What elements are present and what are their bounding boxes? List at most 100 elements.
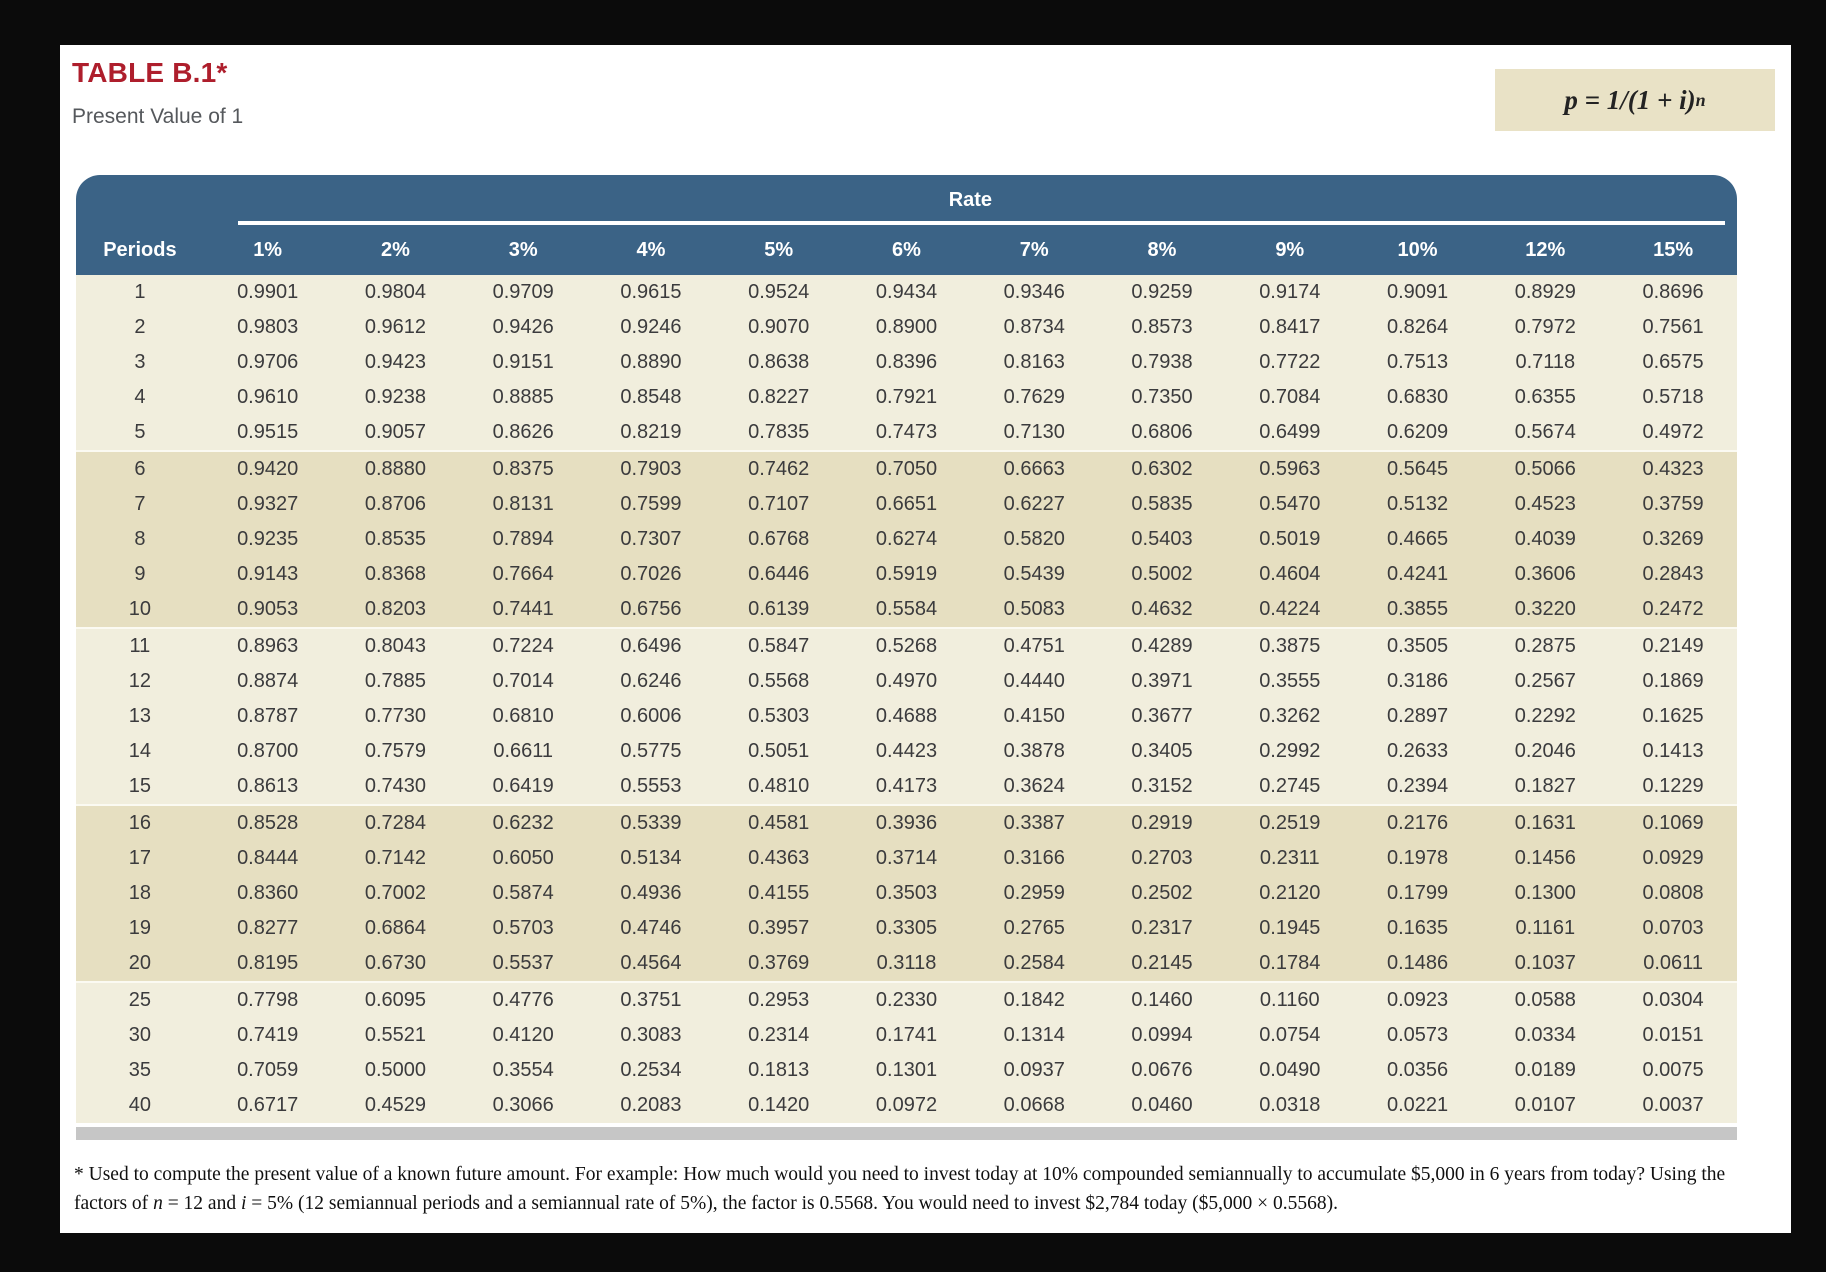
table-row: 1 0.9901 0.9804 0.9709 0.9615 0.9524 0.9434 0.9… bbox=[76, 275, 1737, 310]
factor-cell: 0.7629 bbox=[970, 380, 1099, 415]
table-row: 15 0.8613 0.7430 0.6419 0.5553 0.4810 0.4173 0.… bbox=[76, 769, 1737, 805]
factor-cell: 0.4604 bbox=[1225, 557, 1354, 592]
factor-cell: 0.9515 bbox=[203, 415, 332, 451]
rate-group-label: Rate bbox=[948, 189, 993, 211]
factor-cell: 0.8368 bbox=[331, 557, 460, 592]
factor-cell: 0.7350 bbox=[1098, 380, 1226, 415]
factor-cell: 0.8929 bbox=[1481, 275, 1610, 310]
rate-column-header: 7% bbox=[970, 225, 1099, 275]
factor-cell: 0.8360 bbox=[203, 876, 332, 911]
factor-cell: 0.7130 bbox=[970, 415, 1099, 451]
factor-cell: 0.3714 bbox=[842, 841, 971, 876]
table-row: 17 0.8444 0.7142 0.6050 0.5134 0.4363 0.3714 0.… bbox=[76, 841, 1737, 876]
factor-cell: 0.3554 bbox=[459, 1053, 588, 1088]
factor-cell: 0.1037 bbox=[1481, 946, 1610, 982]
factor-cell: 0.6768 bbox=[714, 522, 843, 557]
factor-cell: 0.2314 bbox=[714, 1018, 843, 1053]
factor-cell: 0.8227 bbox=[714, 380, 843, 415]
factor-cell: 0.8548 bbox=[587, 380, 715, 415]
factor-cell: 0.2843 bbox=[1609, 557, 1737, 592]
factor-cell: 0.2633 bbox=[1353, 734, 1482, 769]
factor-cell: 0.1161 bbox=[1481, 911, 1610, 946]
factor-cell: 0.2046 bbox=[1481, 734, 1610, 769]
table-row: 14 0.8700 0.7579 0.6611 0.5775 0.5051 0.4423 0.… bbox=[76, 734, 1737, 769]
factor-cell: 0.6227 bbox=[970, 487, 1099, 522]
factor-cell: 0.6651 bbox=[842, 487, 971, 522]
factor-cell: 0.9426 bbox=[459, 310, 588, 345]
factor-cell: 0.0318 bbox=[1225, 1088, 1354, 1123]
factor-cell: 0.9151 bbox=[459, 345, 588, 380]
rate-column-header: 5% bbox=[714, 225, 843, 275]
factor-cell: 0.4751 bbox=[970, 627, 1099, 664]
factor-cell: 0.6419 bbox=[459, 769, 588, 805]
factor-cell: 0.9709 bbox=[459, 275, 588, 310]
factor-cell: 0.9420 bbox=[203, 450, 332, 487]
factor-cell: 0.8700 bbox=[203, 734, 332, 769]
factor-cell: 0.2992 bbox=[1225, 734, 1354, 769]
rate-column-header: 12% bbox=[1481, 225, 1610, 275]
factor-cell: 0.9612 bbox=[331, 310, 460, 345]
factor-cell: 0.4323 bbox=[1609, 450, 1737, 487]
period-cell: 5 bbox=[76, 415, 204, 451]
factor-cell: 0.0929 bbox=[1609, 841, 1737, 876]
factor-cell: 0.9174 bbox=[1225, 275, 1354, 310]
table-row: 35 0.7059 0.5000 0.3554 0.2534 0.1813 0.1301 0.… bbox=[76, 1053, 1737, 1088]
factor-cell: 0.5521 bbox=[331, 1018, 460, 1053]
factor-cell: 0.2534 bbox=[587, 1053, 715, 1088]
factor-cell: 0.2292 bbox=[1481, 699, 1610, 734]
factor-cell: 0.1301 bbox=[842, 1053, 971, 1088]
factor-cell: 0.7307 bbox=[587, 522, 715, 557]
factor-cell: 0.1160 bbox=[1225, 981, 1354, 1018]
factor-cell: 0.4363 bbox=[714, 841, 843, 876]
present-value-formula: p = 1/(1 + i) n bbox=[1495, 69, 1775, 131]
page-header: TABLE B.1* Present Value of 1 p = 1/(1 +… bbox=[72, 57, 1777, 167]
factor-cell: 0.2765 bbox=[970, 911, 1099, 946]
factor-cell: 0.3083 bbox=[587, 1018, 715, 1053]
factor-cell: 0.7014 bbox=[459, 664, 588, 699]
factor-cell: 0.5874 bbox=[459, 876, 588, 911]
factor-cell: 0.4972 bbox=[1609, 415, 1737, 451]
factor-cell: 0.5645 bbox=[1353, 450, 1482, 487]
factor-cell: 0.3624 bbox=[970, 769, 1099, 805]
factor-cell: 0.4776 bbox=[459, 981, 588, 1018]
factor-cell: 0.5403 bbox=[1098, 522, 1226, 557]
factor-cell: 0.8880 bbox=[331, 450, 460, 487]
factor-cell: 0.5002 bbox=[1098, 557, 1226, 592]
period-cell: 1 bbox=[76, 275, 204, 310]
table-subtitle: Present Value of 1 bbox=[72, 105, 244, 128]
factor-cell: 0.4289 bbox=[1098, 627, 1226, 664]
period-cell: 13 bbox=[76, 699, 204, 734]
factor-cell: 0.4423 bbox=[842, 734, 971, 769]
factor-cell: 0.5019 bbox=[1225, 522, 1354, 557]
factor-cell: 0.5066 bbox=[1481, 450, 1610, 487]
table-row: 13 0.8787 0.7730 0.6810 0.6006 0.5303 0.4688 0.… bbox=[76, 699, 1737, 734]
factor-cell: 0.2919 bbox=[1098, 804, 1226, 841]
period-cell: 14 bbox=[76, 734, 204, 769]
factor-cell: 0.4746 bbox=[587, 911, 715, 946]
factor-cell: 0.8277 bbox=[203, 911, 332, 946]
factor-cell: 0.9057 bbox=[331, 415, 460, 451]
factor-cell: 0.6499 bbox=[1225, 415, 1354, 451]
factor-cell: 0.0754 bbox=[1225, 1018, 1354, 1053]
rate-column-header: 6% bbox=[842, 225, 971, 275]
factor-cell: 0.8528 bbox=[203, 804, 332, 841]
factor-cell: 0.8734 bbox=[970, 310, 1099, 345]
factor-cell: 0.5553 bbox=[587, 769, 715, 805]
present-value-table: Rate Periods 1% 2% 3% 4% 5% 6% 7% 8% 9% 10% 12% 15%… bbox=[76, 175, 1737, 1123]
factor-cell: 0.6830 bbox=[1353, 380, 1482, 415]
factor-cell: 0.0221 bbox=[1353, 1088, 1482, 1123]
factor-cell: 0.6302 bbox=[1098, 450, 1226, 487]
rate-column-header: 3% bbox=[459, 225, 588, 275]
rate-column-header: 4% bbox=[587, 225, 715, 275]
factor-cell: 0.1420 bbox=[714, 1088, 843, 1123]
factor-cell: 0.8375 bbox=[459, 450, 588, 487]
factor-cell: 0.3677 bbox=[1098, 699, 1226, 734]
factor-cell: 0.8638 bbox=[714, 345, 843, 380]
factor-cell: 0.3262 bbox=[1225, 699, 1354, 734]
table-row: 19 0.8277 0.6864 0.5703 0.4746 0.3957 0.3305 0.… bbox=[76, 911, 1737, 946]
factor-cell: 0.4810 bbox=[714, 769, 843, 805]
factor-cell: 0.7118 bbox=[1481, 345, 1610, 380]
factor-cell: 0.0972 bbox=[842, 1088, 971, 1123]
factor-cell: 0.8963 bbox=[203, 627, 332, 664]
factor-cell: 0.9235 bbox=[203, 522, 332, 557]
